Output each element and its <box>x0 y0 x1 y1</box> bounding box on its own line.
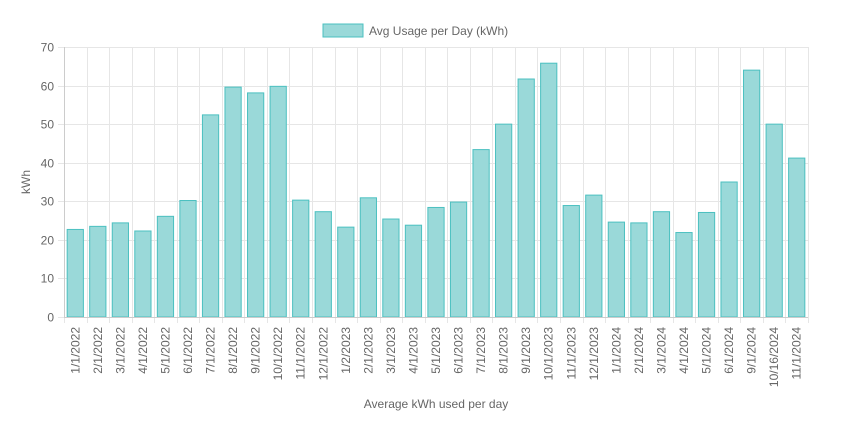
x-tick-label: 10/1/2022 <box>271 327 285 381</box>
x-tick-label: 6/1/2023 <box>452 327 466 374</box>
y-tick-labels: 0 10 20 30 40 50 60 70 <box>41 41 55 325</box>
bar[interactable] <box>472 149 490 318</box>
x-tick-label: 5/1/2022 <box>158 327 172 374</box>
y-axis-title: kWh <box>19 170 33 194</box>
x-tick-label: 4/1/2023 <box>406 327 420 374</box>
bar[interactable] <box>765 123 783 318</box>
x-tick-label: 4/1/2024 <box>677 327 691 374</box>
legend-label: Avg Usage per Day (kWh) <box>369 24 508 38</box>
bar[interactable] <box>382 218 400 318</box>
y-tick-label: 20 <box>41 234 55 248</box>
bar[interactable] <box>607 221 625 318</box>
x-tick-label: 8/1/2022 <box>226 327 240 374</box>
y-tick-label: 60 <box>41 80 55 94</box>
y-tick-label: 50 <box>41 118 55 132</box>
x-tick-label: 7/1/2023 <box>474 327 488 374</box>
x-tick-label: 1/1/2024 <box>609 327 623 374</box>
x-tick-label: 1/2/2023 <box>339 327 353 374</box>
x-tick-label: 11/1/2022 <box>294 327 308 380</box>
x-tick-label: 12/1/2022 <box>316 327 330 381</box>
x-tick-label: 8/1/2023 <box>497 327 511 374</box>
x-tick-label: 10/1/2023 <box>542 327 556 381</box>
bar[interactable] <box>111 222 129 318</box>
bar[interactable] <box>517 78 535 318</box>
legend-swatch <box>322 23 364 38</box>
x-tick-label: 1/1/2022 <box>68 327 82 374</box>
bar[interactable] <box>585 194 603 318</box>
bar[interactable] <box>156 215 175 318</box>
y-tick-label: 40 <box>41 157 55 171</box>
bar[interactable] <box>224 86 242 318</box>
x-tick-label: 10/16/2024 <box>767 327 781 387</box>
bar[interactable] <box>314 211 332 318</box>
y-tick-label: 10 <box>41 272 55 286</box>
x-tick-label: 4/1/2022 <box>136 327 150 374</box>
bar[interactable] <box>66 228 84 318</box>
bar[interactable] <box>720 181 738 318</box>
x-tick-label: 2/1/2022 <box>91 327 105 374</box>
y-tick-label: 0 <box>47 311 54 325</box>
bar[interactable] <box>540 62 558 318</box>
x-tick-label: 9/1/2022 <box>249 327 263 374</box>
bar[interactable] <box>788 157 806 318</box>
bar[interactable] <box>179 200 197 318</box>
x-tick-label: 9/1/2024 <box>745 327 759 374</box>
x-tick-label: 6/1/2022 <box>181 327 195 374</box>
x-tick-label: 11/1/2023 <box>564 327 578 380</box>
x-tick-label: 5/1/2024 <box>700 327 714 374</box>
x-tick-label: 9/1/2023 <box>519 327 533 374</box>
bar[interactable] <box>427 206 445 318</box>
axes <box>64 47 808 318</box>
bar[interactable] <box>697 211 716 318</box>
bar[interactable] <box>404 224 423 318</box>
x-tick-label: 5/1/2023 <box>429 327 443 374</box>
bar[interactable] <box>495 123 513 318</box>
bar[interactable] <box>134 230 152 318</box>
bar[interactable] <box>337 226 355 318</box>
legend[interactable]: Avg Usage per Day (kWh) <box>322 23 508 38</box>
bar[interactable] <box>562 205 580 318</box>
x-tick-label: 11/1/2024 <box>790 327 804 380</box>
bar[interactable] <box>359 197 377 318</box>
bar[interactable] <box>269 85 287 318</box>
bar[interactable] <box>201 114 220 318</box>
x-tick-label: 2/1/2024 <box>632 327 646 374</box>
bar[interactable] <box>675 232 693 318</box>
x-tick-label: 7/1/2022 <box>204 327 218 374</box>
bar[interactable] <box>449 201 468 318</box>
x-tick-label: 2/1/2023 <box>361 327 375 374</box>
x-tick-label: 3/1/2022 <box>113 327 127 374</box>
bar[interactable] <box>89 225 107 318</box>
grid-lines <box>58 47 809 323</box>
bar[interactable] <box>292 199 310 318</box>
y-tick-label: 30 <box>41 195 55 209</box>
x-tick-labels: 1/1/2022 2/1/2022 3/1/2022 4/1/2022 5/1/2022… <box>68 327 803 387</box>
bar[interactable] <box>247 92 265 318</box>
bar[interactable] <box>652 211 671 318</box>
bar[interactable] <box>630 222 648 318</box>
x-tick-label: 12/1/2023 <box>587 327 601 381</box>
x-axis-title: Average kWh used per day <box>364 397 509 411</box>
x-tick-label: 3/1/2023 <box>384 327 398 374</box>
bar[interactable] <box>743 69 761 318</box>
x-tick-label: 6/1/2024 <box>722 327 736 374</box>
x-tick-label: 3/1/2024 <box>654 327 668 374</box>
y-tick-label: 70 <box>41 41 55 55</box>
